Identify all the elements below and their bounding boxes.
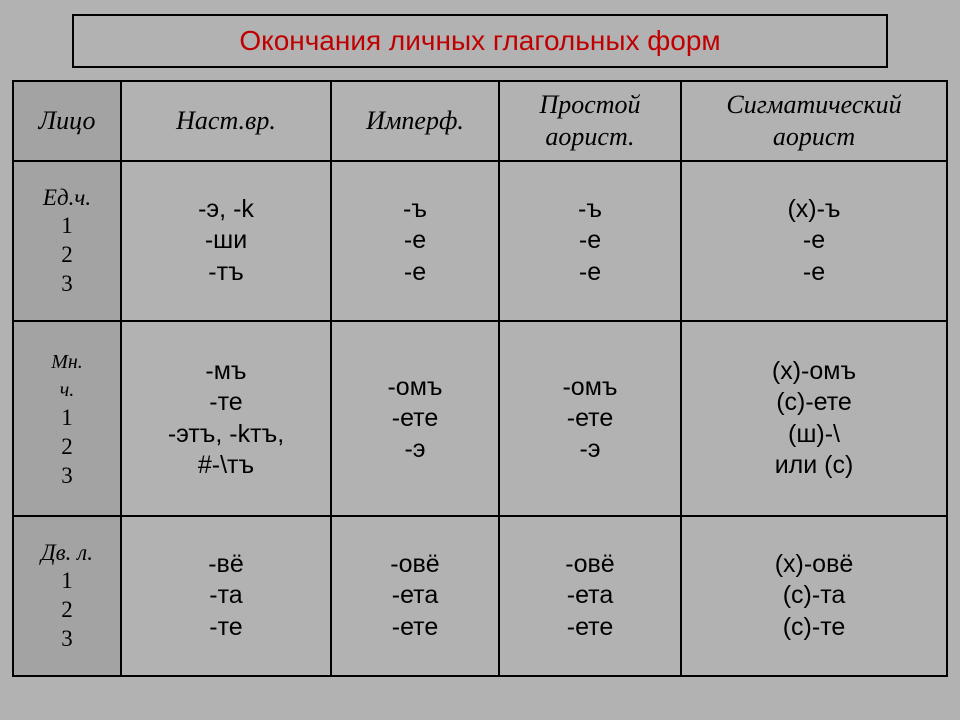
table-header-row: Лицо Наст.вр. Имперф. Простой аорист. Си… xyxy=(13,81,947,161)
cell-sigmatic-aorist-pl: (х)-омъ (с)-ете (ш)-\ или (с) xyxy=(681,321,947,516)
cell-imperfect-sg: -ъ -е -е xyxy=(331,161,499,321)
endings-table: Лицо Наст.вр. Имперф. Простой аорист. Си… xyxy=(12,80,948,677)
cell-simple-aorist-sg: -ъ -е -е xyxy=(499,161,681,321)
number-label: Дв. л. xyxy=(41,540,93,565)
number-label: Ед.ч. xyxy=(43,185,91,210)
col-header-sigmatic-aorist: Сигматический аорист xyxy=(681,81,947,161)
table-row: Мн. ч. 1 2 3 -мъ -те -этъ, -kтъ, #-\тъ -… xyxy=(13,321,947,516)
col-header-imperfect: Имперф. xyxy=(331,81,499,161)
col-header-person: Лицо xyxy=(13,81,121,161)
col-header-simple-aorist: Простой аорист. xyxy=(499,81,681,161)
cell-present-sg: -э, -k -ши -тъ xyxy=(121,161,331,321)
person-numbers: 1 2 3 xyxy=(61,405,73,488)
cell-present-du: -вё -та -те xyxy=(121,516,331,676)
cell-sigmatic-aorist-du: (х)-овё (с)-та (с)-те xyxy=(681,516,947,676)
number-label: Мн. ч. xyxy=(51,351,83,402)
table-row: Ед.ч. 1 2 3 -э, -k -ши -тъ -ъ -е -е -ъ -… xyxy=(13,161,947,321)
cell-simple-aorist-pl: -омъ -ете -э xyxy=(499,321,681,516)
person-cell-singular: Ед.ч. 1 2 3 xyxy=(13,161,121,321)
cell-simple-aorist-du: -овё -ета -ете xyxy=(499,516,681,676)
person-cell-dual: Дв. л. 1 2 3 xyxy=(13,516,121,676)
cell-sigmatic-aorist-sg: (х)-ъ -е -е xyxy=(681,161,947,321)
page-title: Окончания личных глагольных форм xyxy=(72,14,888,68)
cell-imperfect-du: -овё -ета -ете xyxy=(331,516,499,676)
cell-imperfect-pl: -омъ -ете -э xyxy=(331,321,499,516)
col-header-present: Наст.вр. xyxy=(121,81,331,161)
person-numbers: 1 2 3 xyxy=(61,213,73,296)
person-numbers: 1 2 3 xyxy=(61,568,73,651)
table-row: Дв. л. 1 2 3 -вё -та -те -овё -ета -ете … xyxy=(13,516,947,676)
cell-present-pl: -мъ -те -этъ, -kтъ, #-\тъ xyxy=(121,321,331,516)
person-cell-plural: Мн. ч. 1 2 3 xyxy=(13,321,121,516)
